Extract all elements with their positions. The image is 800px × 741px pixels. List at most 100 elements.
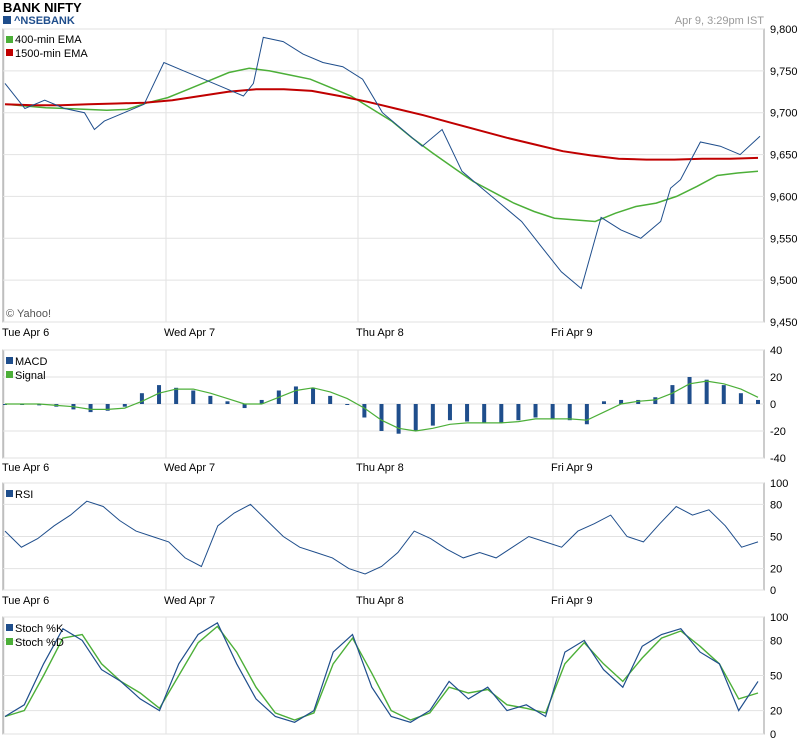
y-tick-label: 50 [770, 671, 782, 683]
macd-bar [721, 385, 726, 404]
y-tick-label: -20 [770, 426, 786, 438]
y-tick-label: 0 [770, 729, 776, 741]
gridlines [3, 28, 764, 735]
legend-swatch-rsi [6, 490, 13, 497]
x-tick-label: Wed Apr 7 [164, 327, 215, 339]
legend-rsi: RSI [15, 489, 33, 501]
macd-bar [756, 399, 760, 404]
symbol-swatch [3, 16, 11, 24]
macd-bar [670, 385, 675, 404]
macd-bar [328, 395, 333, 404]
legend-swatch-stoch-k [6, 624, 13, 631]
ema-400-line [4, 67, 759, 223]
macd-bar [499, 404, 504, 423]
macd-bar [687, 377, 692, 404]
chart-title: BANK NIFTY [3, 0, 82, 15]
macd-bar [413, 404, 418, 431]
legend-stoch-d: Stoch %D [15, 637, 64, 649]
x-tick-label: Fri Apr 9 [551, 462, 593, 474]
macd-bar [293, 386, 298, 404]
tick-labels: 9,800 9,750 9,700 9,650 9,600 9,550 9,500 9,450… [2, 24, 798, 741]
legend-swatch-macd [6, 357, 13, 364]
macd-bar [738, 393, 743, 404]
ema-1500-line [4, 88, 759, 161]
macd-bar [516, 404, 521, 421]
x-tick-label: Tue Apr 6 [2, 595, 49, 607]
macd-bar [619, 399, 624, 404]
legend-macd: MACD [15, 356, 47, 368]
symbol-label[interactable]: ^NSEBANK [14, 15, 75, 27]
y-tick-label: 20 [770, 564, 782, 576]
y-tick-label: -40 [770, 453, 786, 465]
y-tick-label: 100 [770, 612, 788, 624]
y-tick-label: 9,800 [770, 24, 798, 36]
macd-bar [88, 404, 93, 413]
macd-bar [465, 404, 470, 422]
macd-bar [533, 404, 538, 418]
macd-bar [447, 404, 452, 421]
macd-bar [482, 404, 487, 423]
rsi-panel: RSI [4, 489, 759, 575]
macd-bar [345, 404, 350, 405]
legend-signal: Signal [15, 370, 46, 382]
legend-ema400: 400-min EMA [15, 34, 82, 46]
macd-bar [37, 404, 42, 406]
macd-bar [584, 404, 589, 425]
legend-swatch-stoch-d [6, 638, 13, 645]
x-tick-label: Thu Apr 8 [356, 327, 404, 339]
y-tick-label: 9,600 [770, 191, 798, 203]
panel-frame [2, 28, 765, 323]
macd-bar [157, 385, 162, 404]
macd-bar [242, 404, 247, 409]
legend-stoch-k: Stoch %K [15, 623, 64, 635]
y-tick-label: 50 [770, 532, 782, 544]
legend-ema1500: 1500-min EMA [15, 48, 88, 60]
stoch-k-line [4, 622, 759, 723]
macd-bar [396, 404, 401, 434]
macd-bar [191, 390, 196, 404]
macd-bar [311, 387, 316, 404]
y-tick-label: 0 [770, 399, 776, 411]
macd-bar [259, 399, 264, 404]
macd-bar [636, 399, 641, 404]
x-tick-label: Wed Apr 7 [164, 595, 215, 607]
macd-bar [122, 404, 127, 407]
y-tick-label: 9,450 [770, 317, 798, 329]
signal-line [5, 380, 759, 432]
panel-frames [2, 28, 765, 735]
stoch-panel: Stoch %K Stoch %D [4, 622, 759, 723]
y-tick-label: 80 [770, 499, 782, 511]
x-tick-label: Fri Apr 9 [551, 595, 593, 607]
y-tick-label: 9,700 [770, 108, 798, 120]
macd-bar [653, 397, 658, 404]
y-tick-label: 20 [770, 372, 782, 384]
macd-bar [567, 404, 572, 421]
legend-swatch-ema400 [6, 36, 13, 43]
x-tick-label: Tue Apr 6 [2, 327, 49, 339]
macd-bar [225, 401, 230, 404]
macd-bar [550, 404, 555, 419]
y-tick-label: 20 [770, 706, 782, 718]
x-tick-label: Fri Apr 9 [551, 327, 593, 339]
y-tick-label: 9,650 [770, 150, 798, 162]
macd-bar [208, 395, 213, 404]
macd-panel: MACD Signal [3, 356, 760, 434]
x-tick-label: Thu Apr 8 [356, 595, 404, 607]
x-tick-label: Wed Apr 7 [164, 462, 215, 474]
macd-bar [362, 404, 367, 418]
macd-bar [139, 393, 144, 404]
macd-bar [105, 404, 110, 411]
macd-bar [430, 404, 435, 426]
timestamp: Apr 9, 3:29pm IST [675, 15, 765, 27]
y-tick-label: 40 [770, 345, 782, 357]
y-tick-label: 100 [770, 478, 788, 490]
macd-bar [174, 387, 179, 404]
y-tick-label: 9,500 [770, 275, 798, 287]
x-tick-label: Thu Apr 8 [356, 462, 404, 474]
y-tick-label: 80 [770, 635, 782, 647]
rsi-line [4, 500, 759, 575]
y-tick-label: 9,550 [770, 233, 798, 245]
stoch-d-line [4, 625, 759, 721]
y-tick-label: 9,750 [770, 66, 798, 78]
